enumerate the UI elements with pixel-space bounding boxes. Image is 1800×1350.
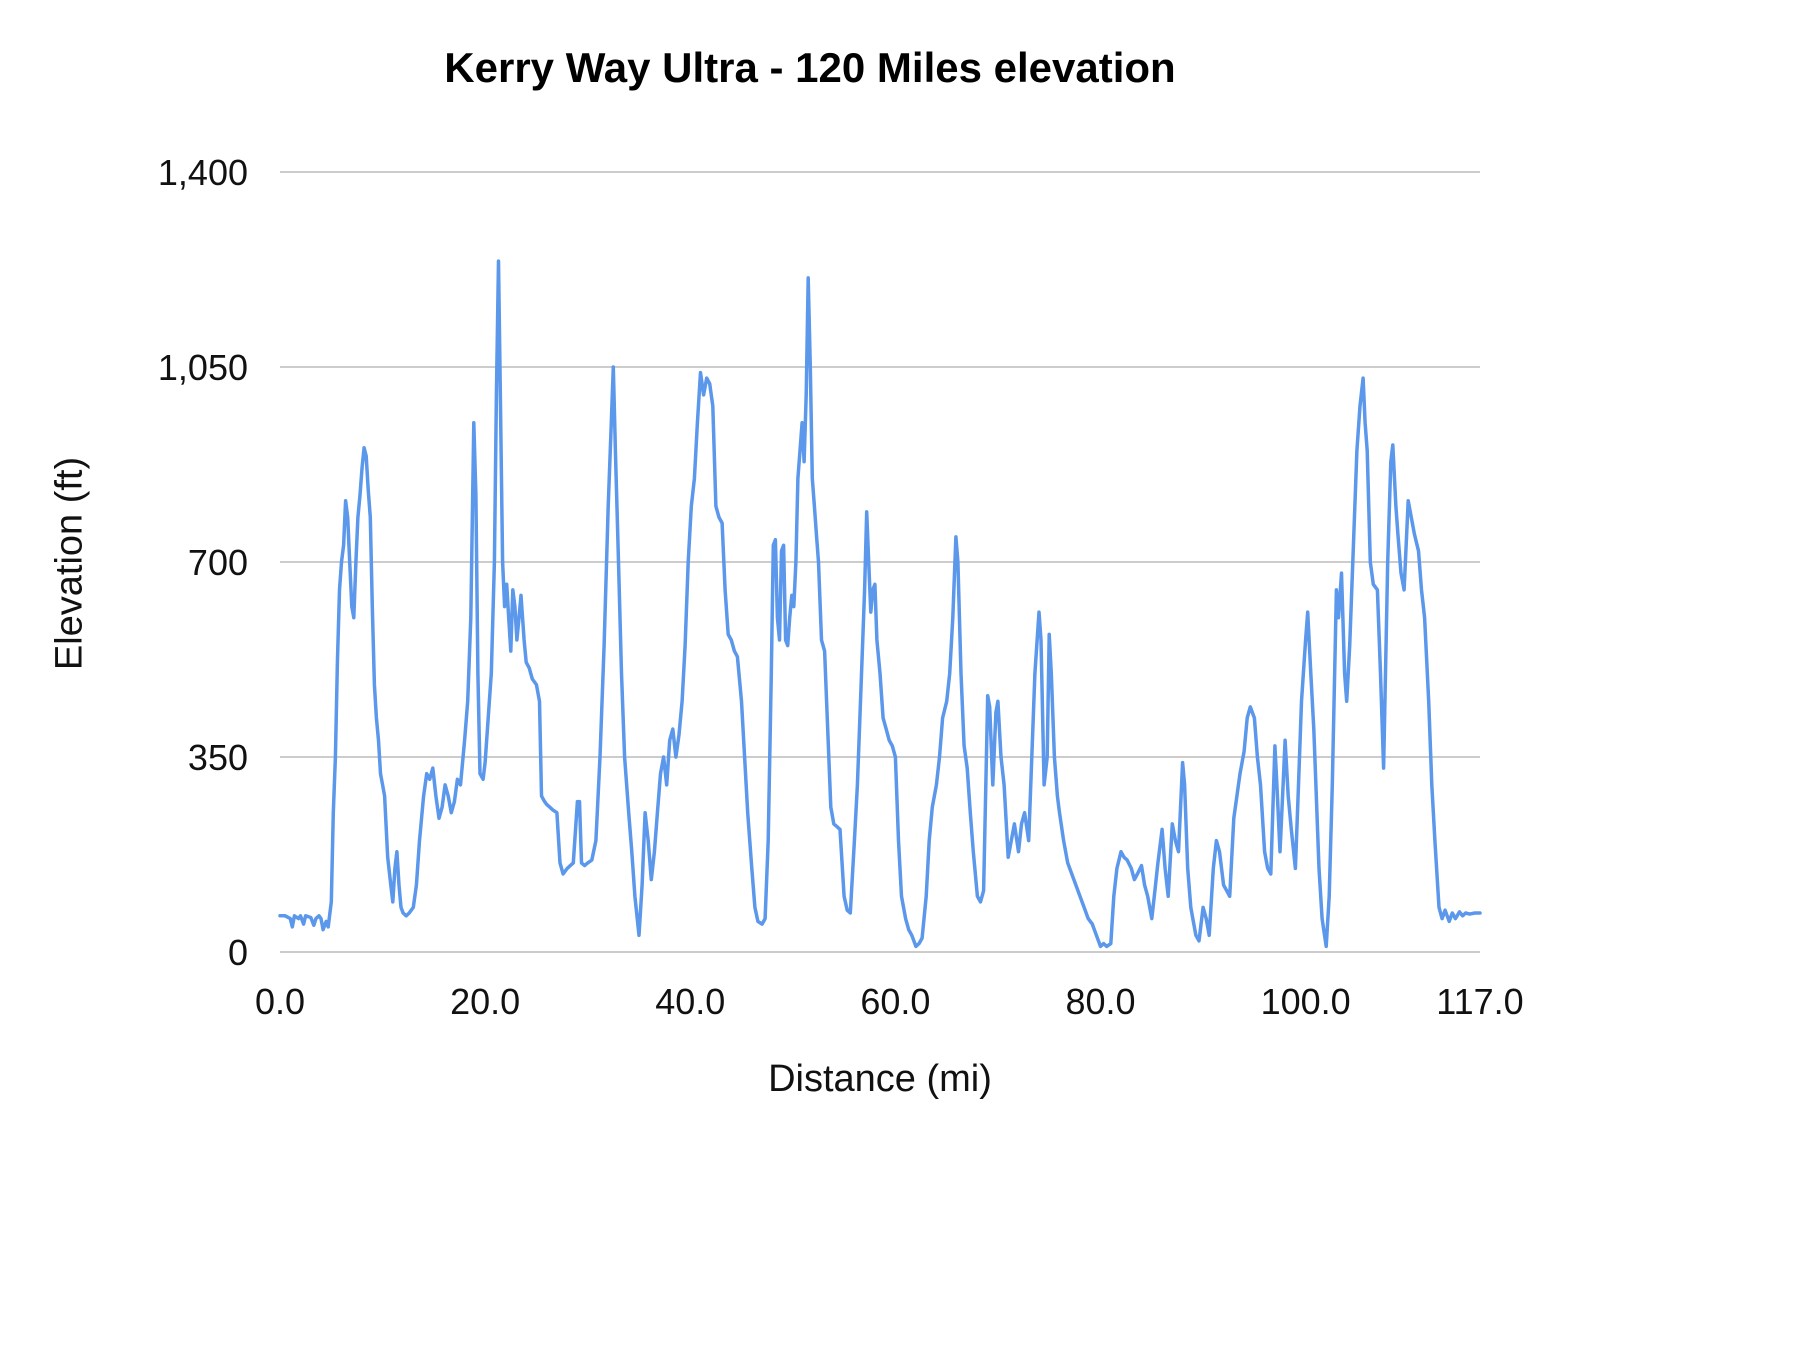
chart-title: Kerry Way Ultra - 120 Miles elevation — [444, 44, 1176, 91]
x-tick-label: 60.0 — [860, 981, 930, 1022]
x-tick-label: 40.0 — [655, 981, 725, 1022]
y-tick-label: 350 — [188, 737, 248, 778]
elevation-series-line — [278, 259, 1482, 949]
x-axis-title: Distance (mi) — [768, 1058, 992, 1100]
x-tick-label: 117.0 — [1436, 981, 1523, 1022]
x-tick-label: 100.0 — [1261, 981, 1351, 1022]
y-tick-label: 1,050 — [158, 347, 248, 388]
y-tick-label: 700 — [188, 542, 248, 583]
x-tick-label: 0.0 — [255, 981, 305, 1022]
x-tick-label: 20.0 — [450, 981, 520, 1022]
y-tick-label: 0 — [228, 932, 248, 973]
x-tick-label: 80.0 — [1065, 981, 1135, 1022]
y-tick-label: 1,400 — [158, 152, 248, 193]
